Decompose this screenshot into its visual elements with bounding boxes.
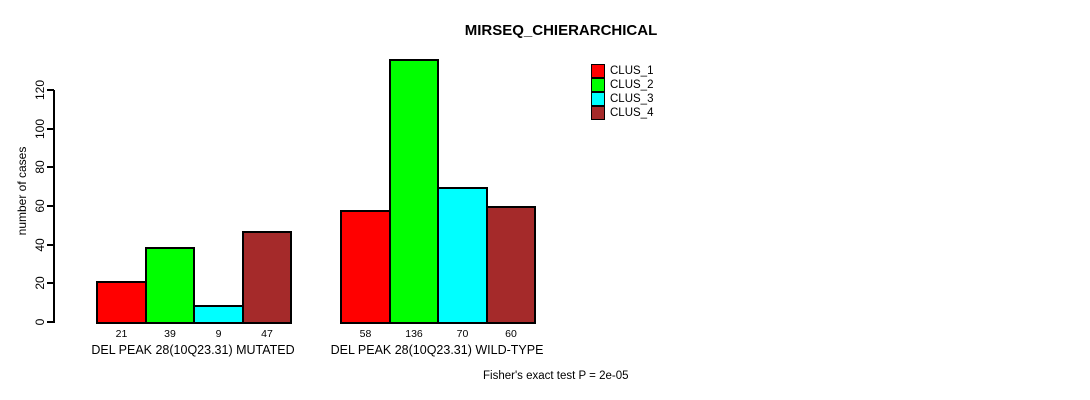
y-tick [47,166,54,168]
y-tick [47,244,54,246]
legend-row-clus-1: CLUS_1 [591,64,653,78]
bar-clus_1-group1 [96,281,147,324]
bar-clus_3-group1 [193,305,244,324]
legend-label-clus-1: CLUS_1 [610,65,654,77]
y-tick-label: 60 [33,199,47,213]
legend-row-clus-2: CLUS_2 [591,78,653,92]
bar-value-label: 39 [164,328,176,340]
y-tick [47,128,54,130]
bar-value-label: 21 [115,328,128,340]
legend-row-clus-3: CLUS_3 [591,92,653,106]
y-tick-label: 0 [33,318,47,326]
chart-title: MIRSEQ_CHIERARCHICAL [464,22,658,39]
legend-swatch-clus-4-icon [591,106,605,120]
y-axis-line [53,90,55,323]
bar-clus_1-group2 [340,210,391,324]
legend: CLUS_1 CLUS_2 CLUS_3 CLUS_4 [591,64,653,120]
bar-clus_2-group2 [389,59,439,324]
legend-label-clus-4: CLUS_4 [610,107,654,119]
legend-swatch-clus-1-icon [591,64,605,78]
bar-clus_2-group1 [145,247,195,324]
y-tick-label: 20 [33,276,47,290]
y-tick [47,89,54,91]
bar-clus_4-group2 [486,206,536,324]
bar-clus_3-group2 [437,187,488,324]
y-tick-label: 40 [33,238,47,252]
legend-swatch-clus-3-icon [591,92,605,106]
y-tick-label: 120 [33,79,47,101]
legend-swatch-clus-2-icon [591,78,605,92]
y-tick [47,321,54,323]
group-label-wild-type: DEL PEAK 28(10Q23.31) WILD-TYPE [330,343,544,357]
y-axis-label: number of cases [15,146,29,236]
bar-value-label: 60 [505,328,517,340]
y-tick [47,205,54,207]
legend-row-clus-4: CLUS_4 [591,106,653,120]
legend-label-clus-3: CLUS_3 [610,93,654,105]
y-tick-label: 80 [33,160,47,174]
legend-label-clus-2: CLUS_2 [610,79,654,91]
bar-value-label: 136 [405,328,423,340]
group-label-mutated: DEL PEAK 28(10Q23.31) MUTATED [91,343,295,357]
y-tick-label: 100 [33,118,47,140]
bar-value-label: 9 [215,328,222,340]
bar-value-label: 70 [456,328,469,340]
bar-value-label: 58 [359,328,372,340]
fisher-test-footnote: Fisher's exact test P = 2e-05 [483,370,629,382]
bar-value-label: 47 [261,328,273,340]
y-tick [47,282,54,284]
bar-clus_4-group1 [242,231,292,324]
